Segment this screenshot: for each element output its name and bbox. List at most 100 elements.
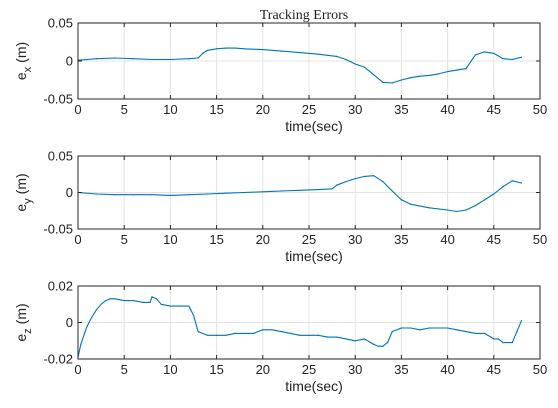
ex-xtick-label: 0: [74, 102, 81, 117]
ey-data-point: [280, 190, 282, 192]
ez-data-point: [179, 305, 181, 307]
ey-data-point: [345, 181, 347, 183]
ez-data-point: [289, 332, 292, 334]
ex-ylabel-main: e: [13, 72, 29, 80]
ex-xlabel: time(sec): [285, 118, 343, 134]
ey-data-point: [331, 188, 333, 190]
ex-data-point: [299, 52, 301, 54]
ey-xtick-label: 50: [533, 232, 547, 247]
ey-data-point: [151, 194, 153, 196]
ex-data-point: [447, 71, 449, 73]
ez-data-point: [100, 303, 102, 305]
ex-xtick-label: 20: [256, 102, 270, 117]
ex-data-point: [336, 55, 338, 58]
ez-xtick-label: 40: [440, 362, 454, 377]
ey-xtick-label: 45: [487, 232, 501, 247]
ex-data-point: [169, 58, 171, 61]
ez-data-point: [80, 343, 82, 345]
ez-data-point: [266, 329, 268, 331]
ey-data-point: [225, 192, 227, 194]
ez-data-point: [437, 327, 439, 329]
ey-panel: 0 5 10 15 20 25 30 35 40 45 50-0.0500.05time(sec)e…: [13, 149, 547, 265]
ey-data-point: [206, 193, 208, 195]
ex-data-point: [197, 57, 199, 59]
ex-xtick-label: 40: [440, 102, 454, 117]
figure-title: Tracking Errors: [260, 8, 349, 23]
ey-data-point: [520, 182, 523, 184]
ex-data-point: [225, 47, 227, 49]
ez-data-point: [234, 332, 236, 334]
ey-data-point: [114, 194, 116, 196]
ey-data-point: [493, 193, 495, 195]
ez-ytick-label: 0: [66, 315, 73, 330]
ez-data-point: [142, 301, 144, 303]
ez-data-point: [169, 305, 171, 307]
ey-data-point: [262, 191, 264, 193]
ez-ylabel-main: e: [13, 334, 29, 342]
ex-data-point: [151, 58, 153, 61]
ey-series-line: [77, 175, 522, 213]
ez-data-point: [377, 345, 379, 347]
ex-data-point: [188, 58, 190, 60]
ex-panel: 0 5 10 15 20 25 30 35 40 45 50-0.0500.05time(sec)e…: [13, 16, 547, 135]
ez-xtick-label: 30: [348, 362, 362, 377]
ez-data-point: [192, 314, 195, 316]
ex-data-point: [95, 58, 98, 60]
ex-data-point: [474, 54, 476, 56]
ey-data-point: [474, 205, 476, 207]
ex-data-point: [484, 51, 486, 53]
ex-data-point: [234, 47, 236, 49]
ez-data-point: [382, 345, 384, 347]
ey-ytick-label: -0.05: [43, 222, 73, 237]
ez-data-point: [262, 329, 264, 331]
ey-data-point: [317, 189, 319, 191]
ex-xtick-label: 35: [394, 102, 408, 117]
ex-data-point: [493, 52, 495, 55]
ey-data-point: [336, 184, 338, 186]
ey-data-point: [447, 209, 449, 211]
ez-xtick-label: 35: [394, 362, 408, 377]
ey-ylabel-unit: (m): [13, 173, 29, 194]
ez-data-point: [308, 334, 310, 336]
ez-xtick-label: 0: [74, 362, 81, 377]
ez-data-point: [410, 327, 412, 329]
ez-data-point: [520, 320, 523, 322]
ey-data-point: [354, 178, 356, 180]
ey-xtick-label: 0: [74, 232, 81, 247]
ey-data-point: [382, 181, 384, 183]
ey-ylabel-subscript: y: [22, 198, 34, 204]
ez-data-point: [428, 327, 430, 329]
ez-data-point: [502, 342, 504, 344]
ez-panel: 0 5 10 15 20 25 30 35 40 45 50-0.0200.02time(sec)e…: [13, 279, 547, 395]
ez-data-point: [484, 332, 486, 334]
ez-data-point: [497, 338, 499, 340]
ex-data-point: [437, 73, 439, 75]
ex-data-point: [465, 68, 467, 70]
ez-data-point: [493, 338, 495, 340]
ez-data-point: [83, 332, 86, 334]
ex-data-point: [400, 79, 402, 81]
ex-ytick-label: 0: [66, 54, 73, 69]
ey-data-point: [363, 175, 365, 177]
ex-data-point: [419, 75, 421, 77]
ez-data-point: [216, 334, 218, 336]
ey-data-point: [169, 194, 171, 196]
ez-data-point: [465, 331, 467, 333]
ez-data-point: [155, 298, 158, 300]
ez-data-point: [280, 331, 282, 333]
ez-data-point: [474, 332, 476, 334]
ey-data-point: [465, 209, 467, 211]
ez-data-point: [363, 338, 365, 340]
ey-ylabel: ey (m): [13, 173, 34, 211]
ex-data-point: [243, 48, 245, 50]
ez-data-point: [271, 329, 273, 331]
ex-ytick-label: -0.05: [43, 92, 73, 107]
ex-ytick-label: 0.05: [48, 16, 73, 31]
ez-data-point: [206, 334, 208, 336]
ey-data-point: [132, 194, 134, 196]
ex-xtick-label: 10: [163, 102, 177, 117]
ey-ytick-label: 0.05: [48, 149, 73, 164]
ex-xtick-label: 5: [121, 102, 128, 117]
ey-data-point: [511, 180, 513, 182]
